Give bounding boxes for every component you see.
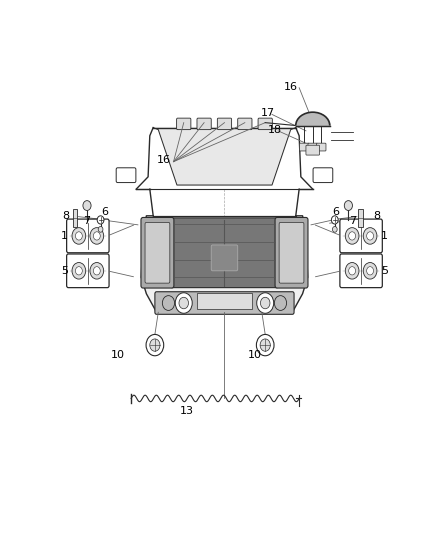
Circle shape (344, 200, 353, 211)
Text: 5: 5 (61, 266, 68, 276)
Circle shape (256, 334, 274, 356)
Text: 1: 1 (381, 231, 388, 241)
Text: 17: 17 (261, 108, 275, 118)
Text: 16: 16 (156, 156, 170, 165)
Circle shape (257, 293, 274, 313)
Circle shape (162, 296, 175, 310)
Circle shape (90, 228, 104, 244)
Circle shape (150, 339, 160, 351)
Circle shape (72, 263, 86, 279)
Text: 6: 6 (332, 207, 339, 217)
Circle shape (332, 227, 337, 232)
Text: 10: 10 (248, 350, 262, 360)
Text: 6: 6 (102, 207, 109, 217)
FancyBboxPatch shape (308, 143, 318, 151)
Bar (73, 209, 78, 227)
Text: 1: 1 (61, 231, 68, 241)
FancyBboxPatch shape (340, 219, 382, 253)
Circle shape (261, 297, 270, 309)
Circle shape (349, 232, 356, 240)
FancyBboxPatch shape (170, 218, 279, 288)
FancyBboxPatch shape (145, 222, 170, 283)
Circle shape (93, 232, 100, 240)
Circle shape (75, 266, 82, 275)
FancyBboxPatch shape (238, 118, 252, 130)
FancyBboxPatch shape (275, 217, 308, 288)
FancyBboxPatch shape (317, 143, 326, 151)
Text: 5: 5 (381, 266, 388, 276)
FancyBboxPatch shape (217, 118, 232, 130)
Text: 13: 13 (180, 406, 194, 416)
Circle shape (363, 228, 377, 244)
FancyBboxPatch shape (155, 292, 294, 314)
Circle shape (98, 227, 103, 232)
Polygon shape (141, 216, 307, 312)
Circle shape (349, 266, 356, 275)
FancyBboxPatch shape (300, 143, 309, 151)
Bar (197, 293, 251, 309)
FancyBboxPatch shape (141, 217, 174, 288)
Polygon shape (153, 127, 296, 185)
Text: 7: 7 (83, 216, 90, 226)
Circle shape (75, 232, 82, 240)
Circle shape (179, 297, 188, 309)
Circle shape (363, 263, 377, 279)
Circle shape (83, 200, 91, 211)
Circle shape (332, 216, 338, 224)
Circle shape (367, 266, 374, 275)
FancyBboxPatch shape (197, 118, 211, 130)
Circle shape (274, 296, 286, 310)
Bar (358, 209, 363, 227)
Circle shape (72, 228, 86, 244)
Circle shape (260, 339, 270, 351)
Circle shape (345, 263, 359, 279)
FancyBboxPatch shape (177, 118, 191, 130)
FancyBboxPatch shape (306, 145, 320, 155)
FancyBboxPatch shape (211, 245, 238, 271)
Circle shape (93, 266, 100, 275)
FancyBboxPatch shape (313, 168, 333, 183)
Circle shape (97, 216, 104, 224)
Circle shape (175, 293, 192, 313)
Text: 8: 8 (62, 211, 69, 221)
Text: 18: 18 (268, 125, 282, 135)
FancyBboxPatch shape (67, 254, 109, 288)
Text: 8: 8 (374, 211, 381, 221)
Text: 7: 7 (349, 216, 357, 226)
Circle shape (146, 334, 164, 356)
FancyBboxPatch shape (67, 219, 109, 253)
FancyBboxPatch shape (279, 222, 304, 283)
FancyBboxPatch shape (340, 254, 382, 288)
Circle shape (345, 228, 359, 244)
Circle shape (367, 232, 374, 240)
Text: 10: 10 (110, 350, 124, 360)
Circle shape (90, 263, 104, 279)
FancyBboxPatch shape (258, 118, 272, 130)
Text: 16: 16 (284, 82, 298, 92)
FancyBboxPatch shape (116, 168, 136, 183)
